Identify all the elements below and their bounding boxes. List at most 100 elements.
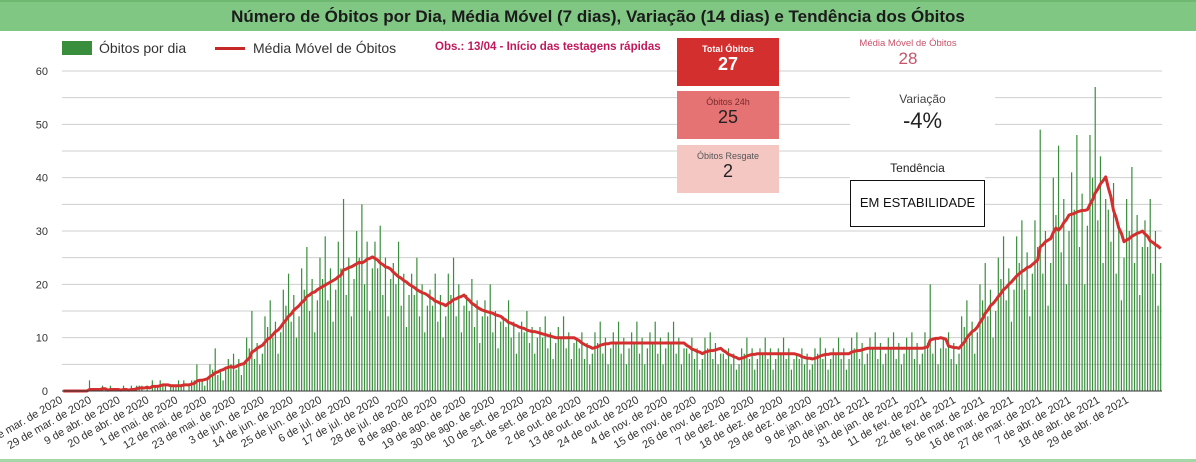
bar (680, 364, 683, 391)
bar (942, 337, 944, 391)
bar (329, 268, 332, 391)
bar (382, 295, 384, 391)
bar (822, 359, 824, 391)
bar (256, 343, 258, 391)
bar (814, 348, 816, 391)
bar (727, 348, 730, 391)
bar (1136, 215, 1138, 391)
bar (1160, 263, 1162, 391)
bar (170, 385, 172, 391)
bar (604, 337, 607, 391)
legend-item-bars[interactable]: Óbitos por dia (62, 40, 186, 56)
bar (1026, 252, 1028, 391)
bar (932, 353, 934, 391)
bar (861, 343, 863, 391)
bar (259, 364, 261, 391)
legend-label: Óbitos por dia (99, 40, 187, 56)
bar (911, 332, 913, 391)
bar (1086, 225, 1088, 391)
bar (845, 369, 848, 391)
bar (164, 385, 167, 391)
bar (699, 369, 701, 391)
bar (1152, 273, 1154, 391)
bar (764, 337, 766, 391)
bar (188, 385, 190, 391)
bar (431, 305, 434, 391)
bar (856, 332, 858, 391)
bar (308, 311, 311, 391)
bar (468, 311, 470, 391)
bar (573, 343, 575, 391)
bar (714, 343, 717, 391)
bar (790, 369, 793, 391)
bar (775, 359, 777, 391)
bar (429, 289, 431, 391)
bar (607, 364, 609, 391)
bar (387, 316, 389, 391)
bar (518, 332, 520, 391)
bar (243, 364, 245, 391)
bar (803, 364, 806, 391)
bar (701, 359, 703, 391)
bar (301, 268, 303, 391)
bar (555, 343, 557, 391)
card-value: 27 (717, 54, 739, 74)
bar (906, 337, 908, 391)
bar (246, 337, 248, 391)
bar (900, 364, 903, 391)
chart-title: Número de Óbitos por Dia, Média Móvel (7… (0, 0, 1196, 31)
bar (670, 343, 672, 391)
bar (816, 353, 819, 391)
bar (306, 247, 308, 391)
bar (1018, 263, 1020, 391)
bar (1149, 199, 1151, 391)
note-text: Obs.: 13/04 - Início das testagens rápid… (435, 41, 661, 53)
bar (772, 369, 774, 391)
bar (269, 300, 271, 391)
bar (1076, 135, 1078, 391)
bar (591, 353, 593, 391)
card-obitos-resgate: Óbitos Resgate 2 (677, 145, 779, 193)
kpi-value: -4% (902, 108, 943, 133)
bar (219, 369, 222, 391)
bar (947, 332, 950, 391)
bar (1039, 129, 1041, 391)
bar (337, 241, 339, 391)
bar (961, 316, 963, 391)
bar (321, 279, 324, 391)
bar (217, 375, 219, 391)
bar (447, 273, 449, 391)
legend-item-line[interactable]: Média Móvel de Óbitos (215, 40, 396, 56)
bar (1126, 199, 1128, 391)
bar (1123, 257, 1125, 391)
bar (557, 327, 559, 391)
bar (342, 199, 345, 391)
bar (644, 364, 646, 391)
bar (649, 332, 651, 391)
bar (1013, 289, 1015, 391)
bar (424, 332, 426, 391)
bar (877, 359, 879, 391)
bar (602, 353, 604, 391)
bar (966, 300, 968, 391)
bar (335, 289, 337, 391)
bar (594, 332, 596, 391)
bar (515, 353, 518, 391)
bar (266, 327, 269, 391)
bar (552, 359, 554, 391)
bar (646, 348, 648, 391)
bar (767, 359, 769, 391)
bar (1115, 273, 1117, 391)
bar (984, 263, 986, 391)
bar (801, 348, 803, 391)
bar (981, 300, 984, 391)
bar (837, 337, 840, 391)
bar (327, 300, 329, 391)
bar (612, 332, 614, 391)
bar (500, 321, 502, 391)
bar (704, 337, 706, 391)
bar (1078, 247, 1081, 391)
bar (319, 257, 321, 391)
bar (1000, 279, 1002, 391)
